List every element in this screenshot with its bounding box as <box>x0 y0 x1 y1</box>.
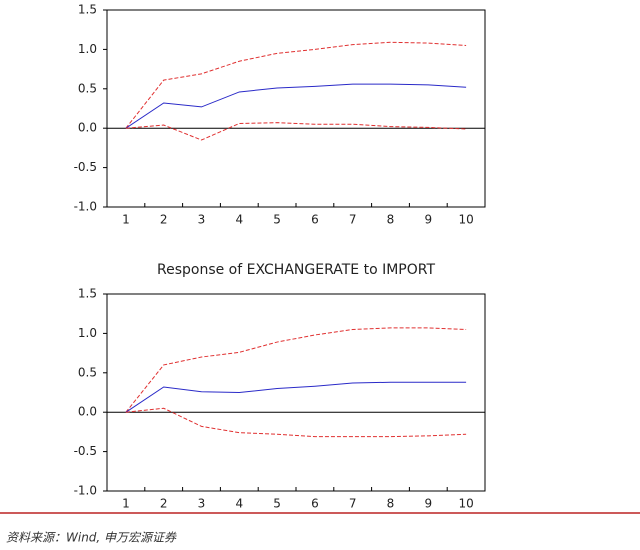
series-line <box>125 407 467 438</box>
x-tick-label: 4 <box>235 497 243 511</box>
y-tick-label: -0.5 <box>74 444 97 458</box>
x-tick-label: 9 <box>424 497 432 511</box>
x-tick-label: 6 <box>311 213 319 227</box>
x-tick-label: 1 <box>122 497 130 511</box>
x-tick-label: 10 <box>458 497 473 511</box>
y-tick-label: 1.0 <box>78 326 97 340</box>
x-tick-label: 10 <box>458 213 473 227</box>
y-tick-label: 0.0 <box>78 405 97 419</box>
y-tick-label: 0.5 <box>78 81 97 95</box>
plot-frame <box>106 293 486 492</box>
x-tick-label: 5 <box>273 213 281 227</box>
y-tick-label: -1.0 <box>74 484 97 498</box>
series-line <box>125 327 467 413</box>
y-tick-label: 1.5 <box>78 3 97 17</box>
y-tick-label: -1.0 <box>74 200 97 214</box>
x-tick-label: 2 <box>160 213 168 227</box>
series-line <box>125 381 467 413</box>
series-line <box>125 41 467 129</box>
x-tick-label: 1 <box>122 213 130 227</box>
y-tick-label: 0.5 <box>78 365 97 379</box>
y-tick-label: 1.0 <box>78 42 97 56</box>
x-tick-label: 9 <box>424 213 432 227</box>
y-tick-label: 0.0 <box>78 121 97 135</box>
series-line <box>125 122 467 141</box>
x-tick-label: 3 <box>198 497 206 511</box>
y-tick-label: 1.5 <box>78 287 97 301</box>
plot-frame <box>106 9 486 208</box>
x-tick-label: 7 <box>349 213 357 227</box>
x-tick-label: 2 <box>160 497 168 511</box>
footer-source: 资料来源：Wind, 申万宏源证券 <box>6 531 177 545</box>
x-tick-label: 7 <box>349 497 357 511</box>
x-tick-label: 4 <box>235 213 243 227</box>
x-tick-label: 3 <box>198 213 206 227</box>
series-line <box>125 83 467 129</box>
x-tick-label: 5 <box>273 497 281 511</box>
x-tick-label: 8 <box>387 497 395 511</box>
x-tick-label: 6 <box>311 497 319 511</box>
y-tick-label: -0.5 <box>74 160 97 174</box>
x-tick-label: 8 <box>387 213 395 227</box>
chart-title: Response of EXCHANGERATE to IMPORT <box>157 262 435 278</box>
